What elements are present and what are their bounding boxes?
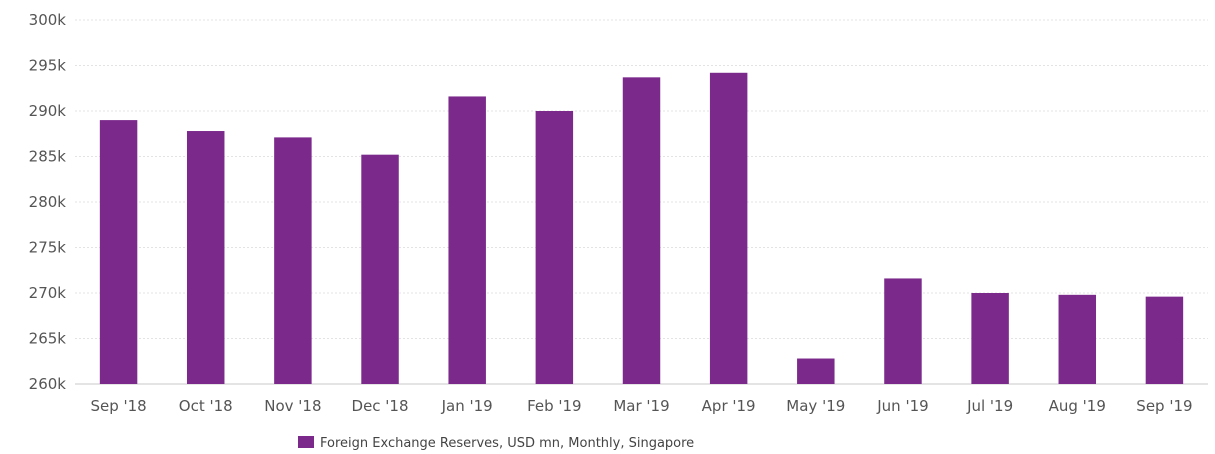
legend[interactable]: Foreign Exchange Reserves, USD mn, Month…: [298, 436, 694, 451]
y-tick-label: 275k: [29, 239, 67, 257]
y-axis-ticks: 260k 265k 270k 275k 280k 285k 290k 295k 300k: [29, 11, 67, 393]
x-tick-label: May '19: [786, 397, 845, 415]
x-tick-label: Aug '19: [1049, 397, 1106, 415]
bar[interactable]: [971, 293, 1009, 384]
bar[interactable]: [797, 358, 835, 384]
bar[interactable]: [448, 96, 486, 384]
bar[interactable]: [186, 131, 225, 384]
bars: [99, 72, 1184, 384]
x-tick-label: Apr '19: [702, 397, 756, 415]
bar[interactable]: [622, 77, 661, 384]
x-tick-label: Nov '18: [264, 397, 321, 415]
bar[interactable]: [361, 154, 399, 384]
y-tick-label: 270k: [29, 284, 67, 302]
x-tick-label: Jan '19: [441, 397, 493, 415]
bar[interactable]: [535, 111, 574, 384]
x-tick-label: Sep '19: [1136, 397, 1192, 415]
x-tick-label: Feb '19: [527, 397, 582, 415]
bar[interactable]: [1058, 294, 1097, 384]
x-tick-label: Oct '18: [179, 397, 233, 415]
x-tick-label: Dec '18: [352, 397, 409, 415]
legend-label[interactable]: Foreign Exchange Reserves, USD mn, Month…: [320, 436, 694, 451]
x-tick-label: Mar '19: [613, 397, 669, 415]
bar[interactable]: [1145, 296, 1184, 384]
bar[interactable]: [274, 137, 312, 384]
bar[interactable]: [709, 72, 748, 384]
x-tick-label: Jun '19: [876, 397, 928, 415]
bar[interactable]: [884, 278, 922, 384]
y-tick-label: 260k: [29, 375, 67, 393]
y-tick-label: 295k: [29, 57, 67, 75]
x-tick-label: Jul '19: [966, 397, 1013, 415]
y-tick-label: 280k: [29, 193, 67, 211]
y-tick-label: 285k: [29, 148, 67, 166]
x-tick-label: Sep '18: [90, 397, 146, 415]
legend-swatch[interactable]: [298, 436, 314, 448]
bar[interactable]: [99, 120, 138, 384]
y-tick-label: 265k: [29, 330, 67, 348]
x-axis-ticks: Sep '18 Oct '18 Nov '18 Dec '18 Jan '19 Feb '…: [90, 397, 1192, 415]
grid-lines: [75, 19, 1208, 385]
y-tick-label: 300k: [29, 11, 67, 29]
y-tick-label: 290k: [29, 102, 67, 120]
